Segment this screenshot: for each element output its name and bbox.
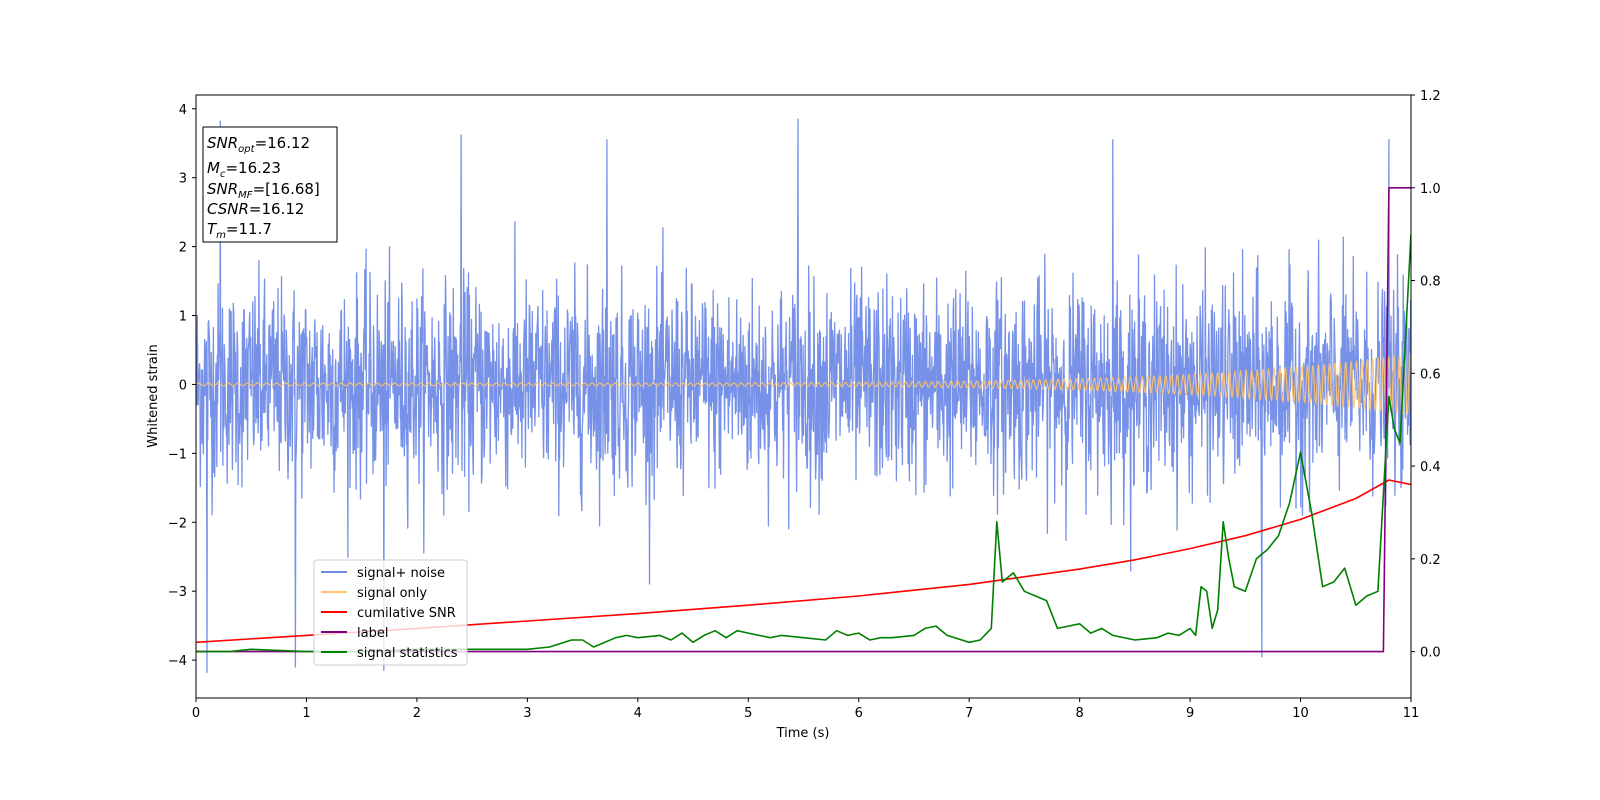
x-tick-label: 6 xyxy=(855,706,863,721)
series-signal-statistics xyxy=(196,234,1411,653)
y-axis-left: 4 3 2 1 0 −1 −2 −3 −4 xyxy=(168,103,196,669)
x-tick-label: 10 xyxy=(1292,706,1309,721)
y-axis-right: 1.2 1.0 0.8 0.6 0.4 0.2 0.0 xyxy=(1411,89,1441,661)
legend-label: signal+ noise xyxy=(357,566,445,581)
legend-label: signal statistics xyxy=(357,646,458,661)
stats-line: CSNR=16.12 xyxy=(207,200,304,218)
y-right-tick-label: 1.2 xyxy=(1420,89,1441,104)
stats-line: Tm=11.7 xyxy=(207,220,272,241)
stats-line: SNRMF=[16.68] xyxy=(207,180,320,201)
stats-line: SNRopt=16.12 xyxy=(207,134,310,155)
y-left-tick-label: 3 xyxy=(179,172,187,187)
y-left-tick-label: 1 xyxy=(179,310,187,325)
y-left-tick-label: 0 xyxy=(179,378,187,393)
series-cumilative-snr xyxy=(196,479,1411,644)
legend-label: cumilative SNR xyxy=(357,606,456,621)
x-tick-label: 2 xyxy=(413,706,421,721)
series-signal-noise xyxy=(196,118,1411,674)
series-label xyxy=(196,187,1411,653)
x-tick-label: 4 xyxy=(634,706,642,721)
series-layer xyxy=(196,118,1411,674)
y-right-tick-label: 0.6 xyxy=(1420,367,1441,382)
y-left-tick-label: 4 xyxy=(179,103,187,118)
legend: signal+ noise signal only cumilative SNR la… xyxy=(313,559,468,666)
series-signal-only xyxy=(196,351,1411,416)
y-right-tick-label: 0.8 xyxy=(1420,275,1441,290)
plot-frame xyxy=(195,94,1412,699)
y-left-tick-label: 2 xyxy=(179,241,187,256)
y-axis-label: Whitened strain xyxy=(146,344,161,447)
x-tick-label: 11 xyxy=(1403,706,1420,721)
y-right-tick-label: 0.2 xyxy=(1420,553,1441,568)
x-tick-label: 1 xyxy=(302,706,310,721)
x-tick-label: 3 xyxy=(523,706,531,721)
stats-box-frame xyxy=(202,126,338,243)
y-left-tick-label: −2 xyxy=(168,516,187,531)
x-tick-label: 9 xyxy=(1186,706,1194,721)
x-tick-label: 5 xyxy=(744,706,752,721)
legend-frame xyxy=(313,559,468,666)
x-tick-label: 0 xyxy=(192,706,200,721)
y-right-tick-label: 0.4 xyxy=(1420,460,1441,475)
x-axis-label: Time (s) xyxy=(776,726,830,741)
stats-box: SNRopt=16.12 Mc=16.23SNRMF=[16.68]CSNR=16… xyxy=(202,126,338,243)
x-tick-label: 7 xyxy=(965,706,973,721)
legend-label: label xyxy=(357,626,388,641)
y-right-tick-label: 0.0 xyxy=(1420,646,1441,661)
y-left-tick-label: −1 xyxy=(168,447,187,462)
legend-label: signal only xyxy=(357,586,427,601)
x-axis: 0 1 2 3 4 5 6 7 8 9 10 11 xyxy=(192,698,1419,721)
y-left-tick-label: −4 xyxy=(168,654,187,669)
stats-line: Mc=16.23 xyxy=(207,159,281,180)
x-tick-label: 8 xyxy=(1075,706,1083,721)
y-right-tick-label: 1.0 xyxy=(1420,182,1441,197)
y-left-tick-label: −3 xyxy=(168,585,187,600)
